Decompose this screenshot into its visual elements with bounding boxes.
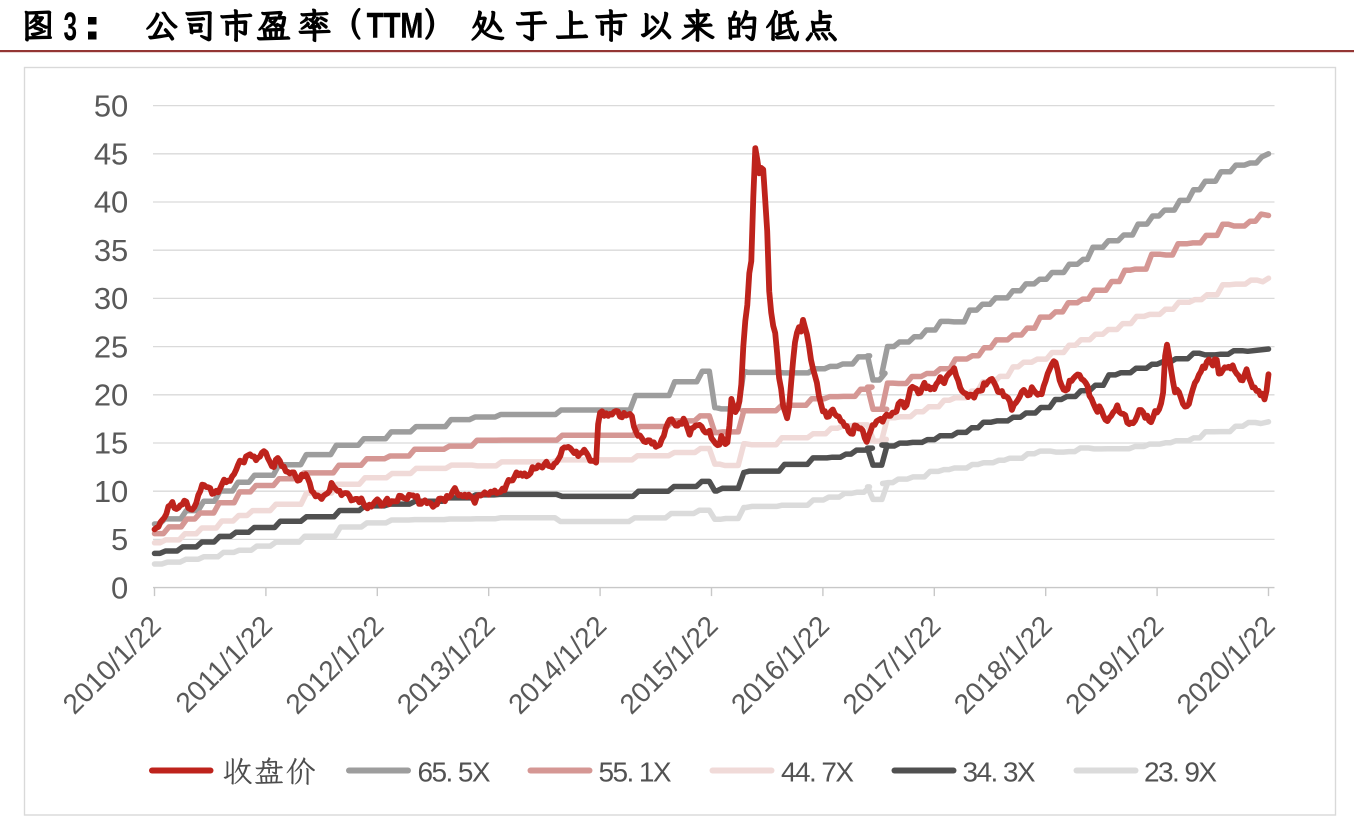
svg-text:10: 10 [94, 474, 128, 509]
svg-text:25: 25 [94, 329, 128, 364]
svg-text:34. 3X: 34. 3X [963, 757, 1036, 788]
svg-text:30: 30 [94, 281, 128, 316]
svg-text:40: 40 [94, 185, 128, 220]
svg-text:45: 45 [94, 137, 128, 172]
svg-text:5: 5 [111, 522, 128, 557]
svg-text:50: 50 [94, 88, 128, 123]
svg-text:15: 15 [94, 426, 128, 461]
svg-text:55. 1X: 55. 1X [599, 757, 672, 788]
svg-text:23. 9X: 23. 9X [1144, 757, 1217, 788]
svg-text:44. 7X: 44. 7X [781, 757, 854, 788]
svg-text:3: 3 [64, 5, 78, 49]
svg-text:65. 5X: 65. 5X [418, 757, 491, 788]
svg-text:TTM: TTM [367, 6, 424, 46]
svg-text:20: 20 [94, 378, 128, 413]
svg-text:0: 0 [111, 570, 128, 605]
svg-text:35: 35 [94, 233, 128, 268]
